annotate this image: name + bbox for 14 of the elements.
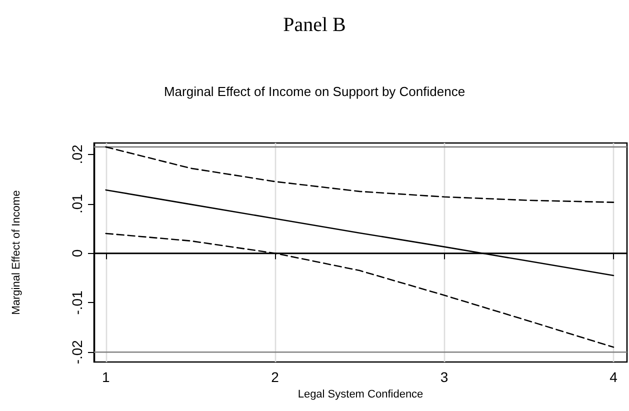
y-tick-label: .01 bbox=[69, 194, 85, 214]
chart-subtitle: Marginal Effect of Income on Support by Confidence bbox=[164, 84, 466, 99]
chart-title: Panel B bbox=[283, 14, 346, 36]
line-series bbox=[105, 146, 614, 203]
x-axis-title: Legal System Confidence bbox=[298, 388, 424, 400]
y-tick-label: -.02 bbox=[69, 340, 85, 364]
y-tick-label: -.01 bbox=[69, 290, 85, 315]
y-axis-title: Marginal Effect of Income bbox=[10, 190, 22, 315]
x-tick-label: 1 bbox=[102, 369, 110, 385]
x-tick-label: 3 bbox=[440, 369, 448, 385]
x-tick-label: 2 bbox=[271, 369, 280, 385]
x-tick-label: 4 bbox=[610, 369, 618, 385]
y-tick-label: .02 bbox=[69, 144, 85, 164]
y-tick-label: 0 bbox=[69, 249, 85, 258]
